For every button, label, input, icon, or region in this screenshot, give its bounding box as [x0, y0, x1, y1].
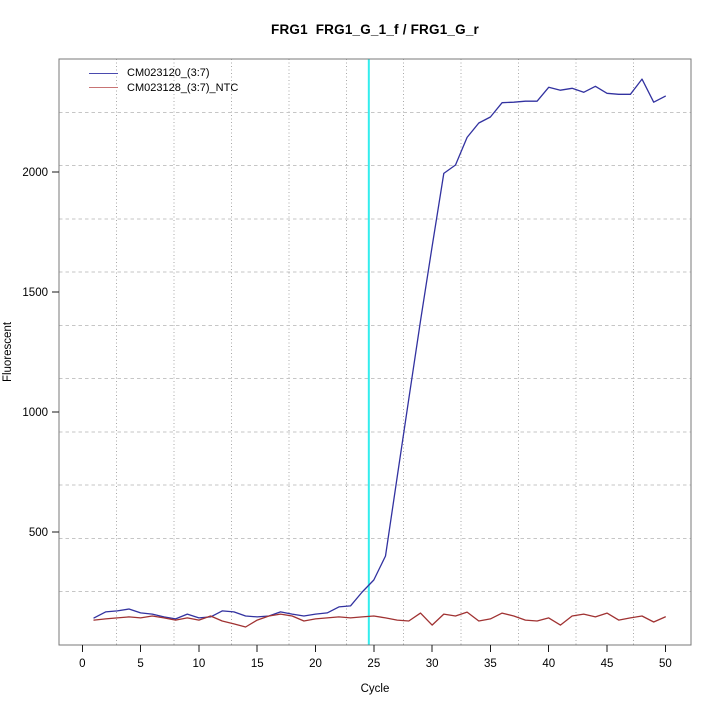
legend-line-swatch-sample: [89, 72, 118, 74]
x-tick-label: 5: [137, 658, 143, 670]
y-tick-label: 500: [29, 527, 48, 539]
axis-ticks: [52, 171, 666, 652]
legend-label-sample: CM023120_(3:7): [127, 67, 210, 80]
legend: CM023120_(3:7) CM023128_(3:7)_NTC: [89, 66, 238, 95]
x-tick-label: 45: [601, 658, 614, 670]
x-tick-label: 0: [79, 658, 85, 670]
x-tick-label: 15: [251, 658, 264, 670]
legend-line-swatch-ntc: [89, 87, 118, 89]
plot-border-box: [58, 58, 692, 646]
y-tick-label: 2000: [22, 167, 48, 179]
x-axis-title: Cycle: [360, 683, 390, 695]
x-tick-label: 50: [659, 658, 672, 670]
grid-lines: [59, 59, 691, 645]
x-tick-label: 30: [426, 658, 439, 670]
data-series-layer: [93, 78, 666, 628]
amplification-curve-ntc: [93, 611, 666, 628]
axis-tick-labels: 0 5 10 15 20 25 30 35 40 45 50 500 1000 1500 2000: [22, 167, 671, 670]
y-tick-label: 1500: [22, 287, 48, 299]
y-axis-title: Fluorescent: [2, 321, 14, 383]
legend-item-ntc: CM023128_(3:7)_NTC: [89, 81, 238, 96]
x-tick-label: 10: [193, 658, 206, 670]
x-tick-label: 25: [367, 658, 380, 670]
chart-title: FRG1 FRG1_G_1_f / FRG1_G_r: [271, 22, 479, 37]
x-tick-label: 40: [542, 658, 555, 670]
x-tick-label: 35: [484, 658, 497, 670]
legend-item-sample: CM023120_(3:7): [89, 66, 238, 81]
y-tick-label: 1000: [22, 407, 48, 419]
legend-label-ntc: CM023128_(3:7)_NTC: [127, 81, 239, 94]
amplification-curve-sample: [93, 78, 666, 620]
x-tick-label: 20: [309, 658, 322, 670]
